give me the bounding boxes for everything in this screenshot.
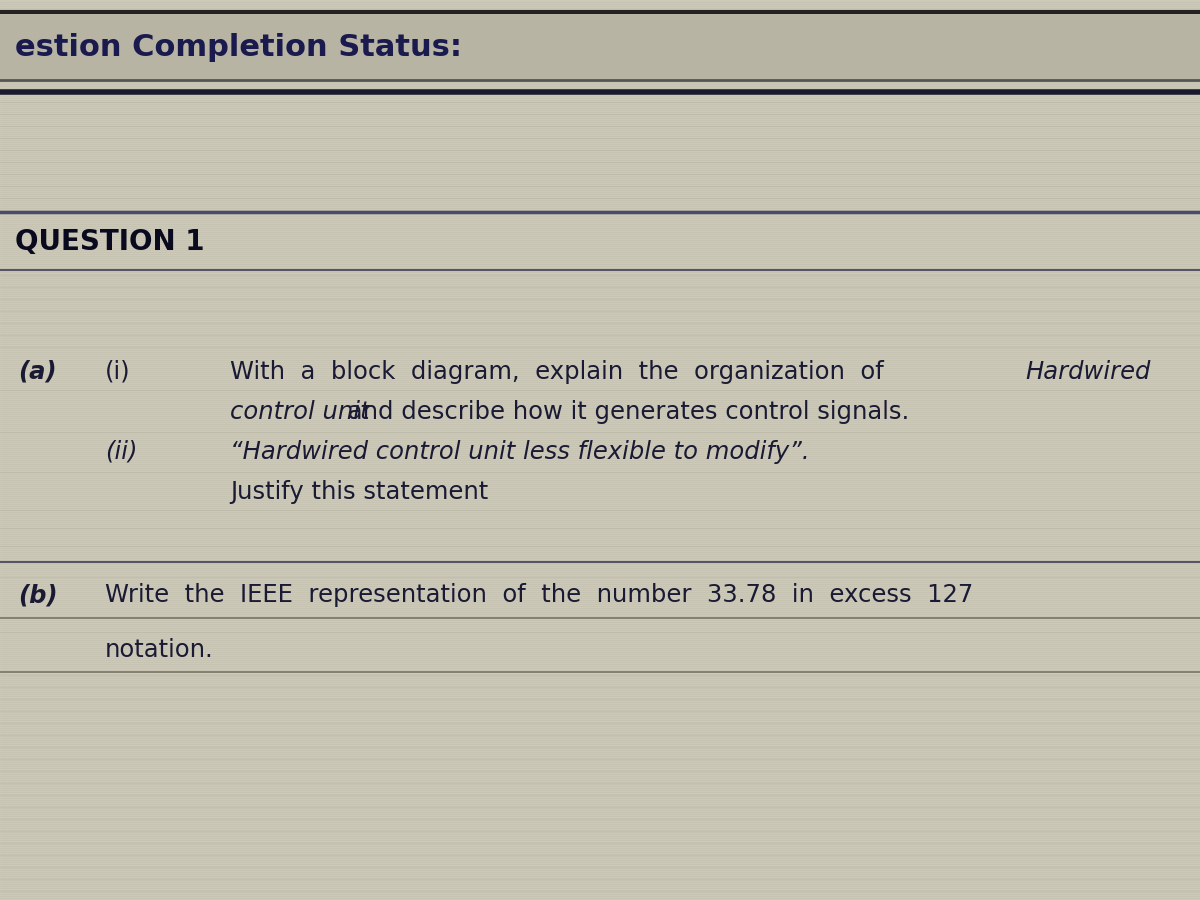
Text: control unit: control unit	[230, 400, 370, 424]
FancyBboxPatch shape	[0, 15, 1200, 80]
Text: “Hardwired control unit less flexible to modify”.: “Hardwired control unit less flexible to…	[230, 440, 810, 464]
Text: estion Completion Status:: estion Completion Status:	[14, 33, 462, 62]
Text: and describe how it generates control signals.: and describe how it generates control si…	[340, 400, 910, 424]
Text: notation.: notation.	[106, 638, 214, 662]
Text: (b): (b)	[18, 583, 58, 607]
Text: (ii): (ii)	[106, 440, 138, 464]
Text: Write  the  IEEE  representation  of  the  number  33.78  in  excess  127: Write the IEEE representation of the num…	[106, 583, 973, 607]
Text: QUESTION 1: QUESTION 1	[14, 228, 204, 256]
Text: With  a  block  diagram,  explain  the  organization  of: With a block diagram, explain the organi…	[230, 360, 892, 384]
Text: Justify this statement: Justify this statement	[230, 480, 488, 504]
Text: (a): (a)	[18, 360, 56, 384]
Text: (i): (i)	[106, 360, 131, 384]
Text: Hardwired: Hardwired	[1025, 360, 1151, 384]
